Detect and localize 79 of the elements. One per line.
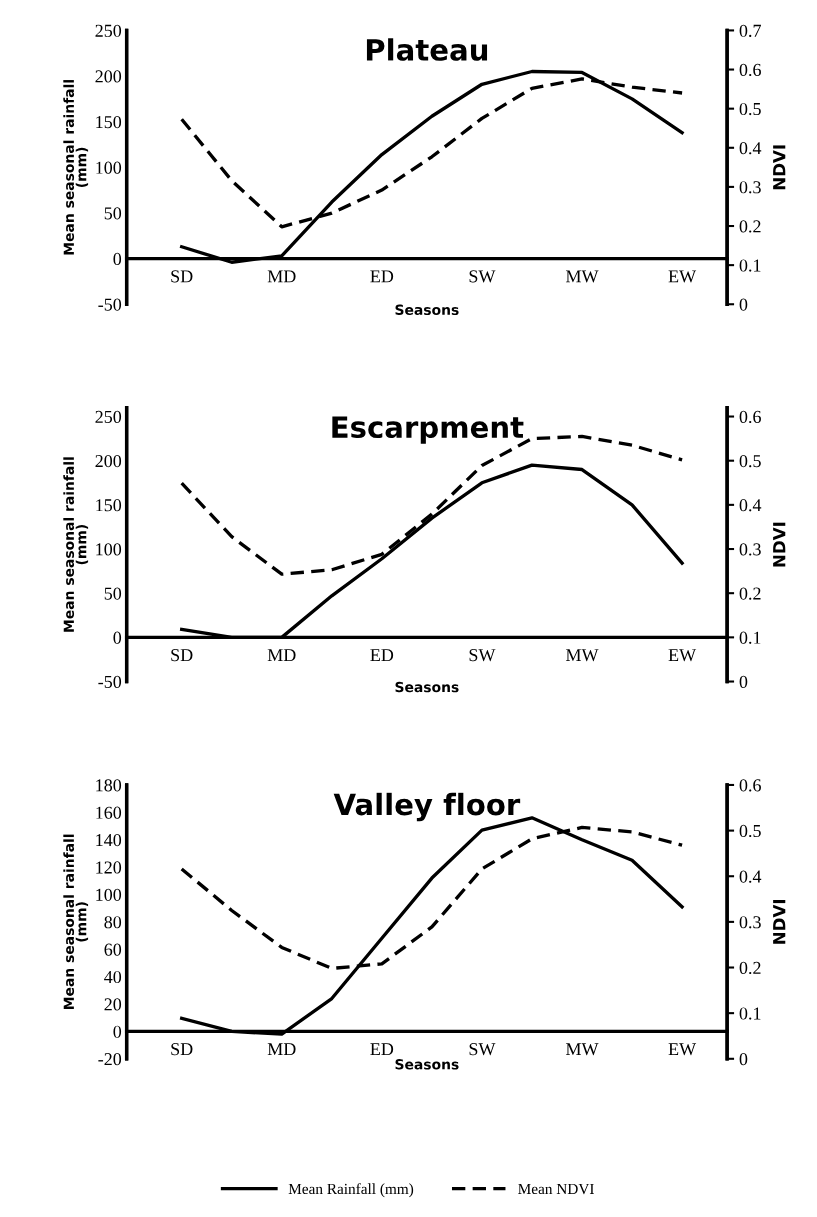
y-tick-label: 100 xyxy=(96,543,122,556)
x-tick-label: SD xyxy=(171,649,193,662)
y2-tick-label: 0.3 xyxy=(739,181,761,194)
x-axis-title: Seasons xyxy=(395,304,459,315)
x-tick-label: ED xyxy=(370,1043,394,1056)
y-axis-title: Mean seasonal rainfall (mm) xyxy=(63,80,89,255)
y-tick-label: 150 xyxy=(96,115,122,129)
x-tick-label: MW xyxy=(565,1043,599,1056)
x-tick-label: SD xyxy=(171,1043,193,1056)
y-tick-label: 120 xyxy=(96,861,122,874)
y-tick-label: 0 xyxy=(113,252,122,266)
y2-tick-label: 0.4 xyxy=(739,870,762,883)
y-tick-label: 60 xyxy=(104,943,122,956)
y-tick-label: 40 xyxy=(104,970,122,984)
x-tick-label: SW xyxy=(469,270,496,283)
y-tick-label: 140 xyxy=(96,833,122,847)
x-tick-label: ED xyxy=(370,270,394,283)
y-tick-label: 80 xyxy=(104,916,122,929)
y-tick-label: 200 xyxy=(95,454,122,468)
y2-tick-label: 0.7 xyxy=(739,24,761,37)
x-tick-label: EW xyxy=(668,1043,697,1056)
y-axis-title: Mean seasonal rainfall (mm) xyxy=(63,457,89,632)
chart-title: Valley floor xyxy=(333,792,521,822)
y2-tick-label: 0.2 xyxy=(739,220,761,233)
y2-tick-label: 0.6 xyxy=(739,63,761,77)
y-tick-label: 250 xyxy=(95,24,122,37)
y-axis-title: Mean seasonal rainfall (mm) xyxy=(63,834,89,1010)
y2-axis-title: NDVI xyxy=(773,899,786,944)
y-tick-label: 50 xyxy=(104,207,122,220)
y2-tick-label: 0.5 xyxy=(739,454,761,468)
x-tick-label: MW xyxy=(565,270,599,283)
y2-tick-label: 0 xyxy=(739,675,748,688)
x-tick-label: EW xyxy=(668,649,697,662)
y2-tick-label: 0.1 xyxy=(739,1007,761,1020)
y-tick-label: 0 xyxy=(113,1025,122,1038)
y-tick-label: 20 xyxy=(104,998,122,1011)
y-tick-label: 100 xyxy=(96,888,122,901)
y2-tick-label: 0.1 xyxy=(739,631,761,644)
y2-tick-label: 0.1 xyxy=(739,259,761,272)
y2-tick-label: 0.3 xyxy=(739,543,761,556)
x-axis-title: Seasons xyxy=(395,1059,459,1070)
y2-axis-title: NDVI xyxy=(773,145,786,190)
y2-tick-label: 0.5 xyxy=(739,824,761,838)
y2-tick-label: 0.6 xyxy=(739,410,761,424)
y2-tick-label: 0 xyxy=(739,1053,748,1066)
y-tick-label: -50 xyxy=(98,298,122,311)
y2-tick-label: 0.6 xyxy=(739,779,761,792)
legend-label: Mean NDVI xyxy=(518,1183,594,1195)
y2-tick-label: 0.2 xyxy=(739,587,761,600)
y2-tick-label: 0.2 xyxy=(739,961,761,975)
y2-tick-label: 0.4 xyxy=(739,142,762,155)
y2-tick-label: 0.5 xyxy=(739,102,761,116)
x-tick-label: SW xyxy=(469,649,496,662)
x-tick-label: MW xyxy=(565,649,599,662)
x-axis-title: Seasons xyxy=(395,681,459,693)
x-tick-label: SD xyxy=(171,270,193,283)
y-tick-label: 180 xyxy=(96,779,122,792)
y-tick-label: 160 xyxy=(96,806,122,819)
y-tick-label: -20 xyxy=(98,1053,122,1066)
x-tick-label: MD xyxy=(267,649,296,662)
x-tick-label: SW xyxy=(469,1043,496,1056)
y2-axis-title: NDVI xyxy=(773,522,786,567)
x-tick-label: ED xyxy=(370,649,394,662)
y-tick-label: 200 xyxy=(95,70,122,83)
y-tick-label: 100 xyxy=(96,161,122,174)
legend-label: Mean Rainfall (mm) xyxy=(288,1183,414,1198)
x-tick-label: MD xyxy=(267,1043,296,1056)
y-tick-label: 50 xyxy=(104,587,122,600)
y2-tick-label: 0.4 xyxy=(739,499,762,512)
x-tick-label: EW xyxy=(668,270,697,283)
x-tick-label: MD xyxy=(267,270,296,283)
y2-tick-label: 0 xyxy=(739,298,748,311)
y-tick-label: 0 xyxy=(113,631,122,644)
y-tick-label: 250 xyxy=(95,410,122,423)
y-tick-label: 150 xyxy=(96,499,122,512)
y2-tick-label: 0.3 xyxy=(739,916,761,929)
chart-title: Escarpment xyxy=(332,416,524,444)
chart-title: Plateau xyxy=(366,38,488,61)
y-tick-label: -50 xyxy=(98,675,122,688)
